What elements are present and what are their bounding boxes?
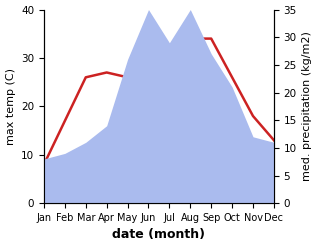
X-axis label: date (month): date (month) [113, 228, 205, 242]
Y-axis label: max temp (C): max temp (C) [5, 68, 16, 145]
Y-axis label: med. precipitation (kg/m2): med. precipitation (kg/m2) [302, 31, 313, 181]
